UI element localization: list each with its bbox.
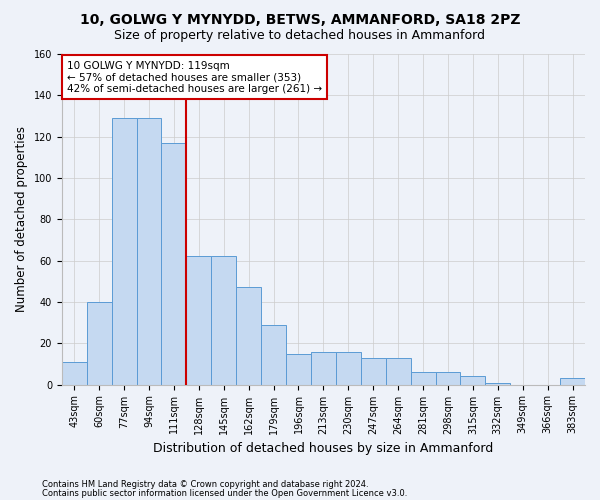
Bar xyxy=(112,118,137,384)
Bar xyxy=(86,302,112,384)
Bar xyxy=(261,324,286,384)
Text: Size of property relative to detached houses in Ammanford: Size of property relative to detached ho… xyxy=(115,29,485,42)
Text: 10 GOLWG Y MYNYDD: 119sqm
← 57% of detached houses are smaller (353)
42% of semi: 10 GOLWG Y MYNYDD: 119sqm ← 57% of detac… xyxy=(67,60,322,94)
Y-axis label: Number of detached properties: Number of detached properties xyxy=(15,126,28,312)
Bar xyxy=(187,256,211,384)
Bar xyxy=(137,118,161,384)
Bar xyxy=(436,372,460,384)
Bar xyxy=(386,358,410,384)
Bar xyxy=(560,378,585,384)
Bar xyxy=(361,358,386,384)
Bar xyxy=(286,354,311,384)
Text: Contains public sector information licensed under the Open Government Licence v3: Contains public sector information licen… xyxy=(42,488,407,498)
Bar xyxy=(485,382,510,384)
Bar xyxy=(211,256,236,384)
Bar xyxy=(311,352,336,384)
Bar xyxy=(236,288,261,384)
Bar xyxy=(460,376,485,384)
X-axis label: Distribution of detached houses by size in Ammanford: Distribution of detached houses by size … xyxy=(153,442,494,455)
Bar xyxy=(336,352,361,384)
Bar xyxy=(161,143,187,384)
Text: Contains HM Land Registry data © Crown copyright and database right 2024.: Contains HM Land Registry data © Crown c… xyxy=(42,480,368,489)
Text: 10, GOLWG Y MYNYDD, BETWS, AMMANFORD, SA18 2PZ: 10, GOLWG Y MYNYDD, BETWS, AMMANFORD, SA… xyxy=(80,12,520,26)
Bar xyxy=(62,362,86,384)
Bar xyxy=(410,372,436,384)
